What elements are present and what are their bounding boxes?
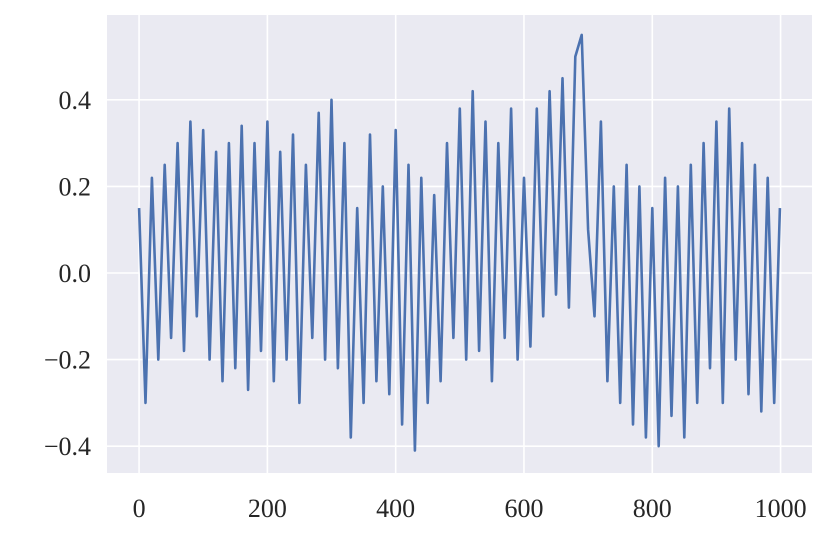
series-line [137, 33, 782, 452]
x-tick-label: 800 [633, 494, 672, 523]
x-tick-label: 0 [133, 494, 146, 523]
y-tick-label: 0.2 [59, 172, 92, 201]
y-tick-label: 0.4 [59, 86, 92, 115]
x-tick-label: 1000 [755, 494, 807, 523]
y-tick-label: −0.4 [44, 432, 91, 461]
y-tick-label: −0.2 [44, 346, 91, 375]
y-axis: −0.4 −0.2 0.0 0.2 0.4 [44, 86, 91, 461]
y-tick-label: 0.0 [59, 259, 92, 288]
x-axis: 0 200 400 600 800 1000 [133, 494, 807, 523]
series-group [137, 33, 782, 452]
x-tick-label: 600 [504, 494, 543, 523]
plot-area [107, 15, 812, 473]
x-tick-label: 200 [248, 494, 287, 523]
x-tick-label: 400 [376, 494, 415, 523]
